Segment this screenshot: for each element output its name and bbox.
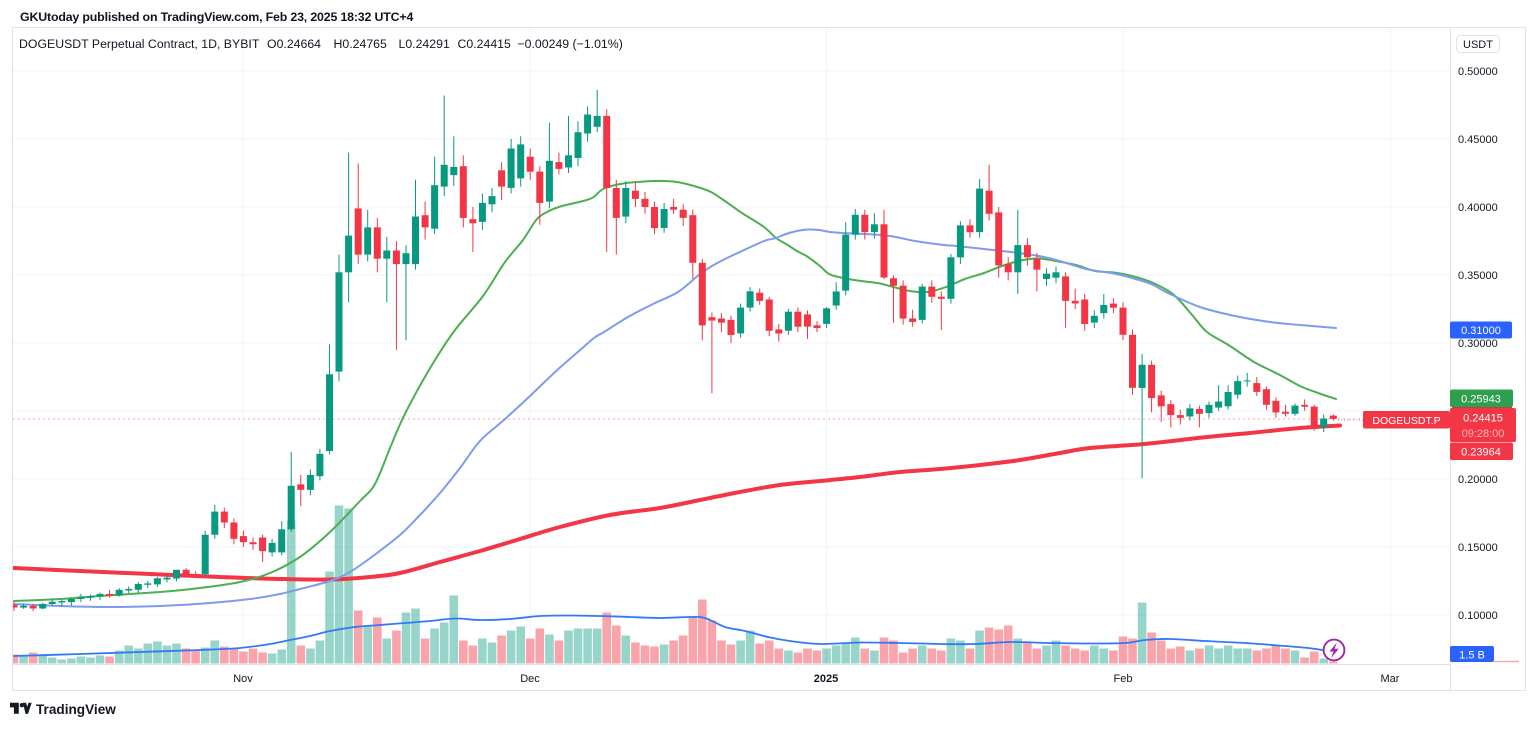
svg-text:O0.24664: O0.24664	[267, 37, 321, 51]
svg-text:0.45000: 0.45000	[1458, 134, 1498, 146]
svg-text:GKUtoday published on TradingV: GKUtoday published on TradingView.com, F…	[20, 10, 413, 24]
svg-text:0.30000: 0.30000	[1458, 338, 1498, 350]
svg-text:Feb: Feb	[1114, 673, 1133, 685]
svg-text:L0.24291: L0.24291	[399, 37, 450, 51]
svg-text:1.5 B: 1.5 B	[1459, 650, 1485, 662]
svg-text:0.25943: 0.25943	[1461, 394, 1501, 406]
svg-text:Mar: Mar	[1381, 673, 1400, 685]
svg-text:0.23964: 0.23964	[1461, 447, 1501, 459]
svg-text:Nov: Nov	[233, 673, 253, 685]
svg-text:H0.24765: H0.24765	[334, 37, 387, 51]
svg-text:0.15000: 0.15000	[1458, 542, 1498, 554]
svg-text:C0.24415: C0.24415	[458, 37, 511, 51]
svg-text:09:28:00: 09:28:00	[1462, 428, 1505, 440]
svg-text:TradingView: TradingView	[36, 702, 116, 717]
svg-text:0.24415: 0.24415	[1463, 413, 1503, 425]
svg-text:−0.00249 (−1.01%): −0.00249 (−1.01%)	[518, 37, 623, 51]
svg-text:0.50000: 0.50000	[1458, 66, 1498, 78]
svg-text:0.35000: 0.35000	[1458, 270, 1498, 282]
svg-text:DOGEUSDT.P: DOGEUSDT.P	[1372, 415, 1440, 427]
svg-text:USDT: USDT	[1463, 39, 1493, 51]
svg-text:0.10000: 0.10000	[1458, 610, 1498, 622]
svg-text:0.31000: 0.31000	[1461, 325, 1501, 337]
svg-text:0.20000: 0.20000	[1458, 474, 1498, 486]
svg-text:2025: 2025	[814, 673, 838, 685]
svg-text:Dec: Dec	[520, 673, 540, 685]
svg-text:DOGEUSDT Perpetual Contract, 1: DOGEUSDT Perpetual Contract, 1D, BYBIT	[19, 37, 260, 51]
svg-text:0.40000: 0.40000	[1458, 202, 1498, 214]
